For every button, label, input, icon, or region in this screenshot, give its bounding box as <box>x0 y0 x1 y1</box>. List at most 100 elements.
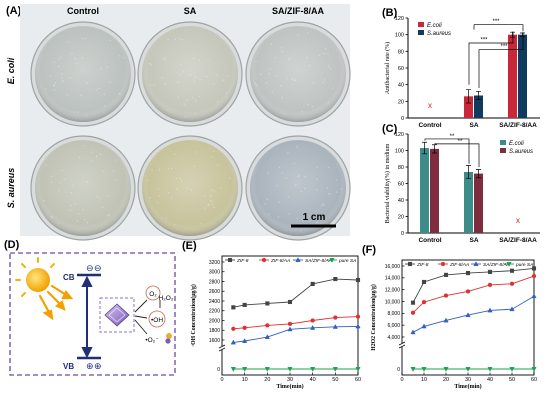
panel-a-letter: (A) <box>6 5 22 17</box>
x-tick-label: 40 <box>487 377 493 383</box>
significance-bracket <box>434 143 480 167</box>
data-point-zif-8-aa <box>355 314 361 319</box>
series-line-zif-8 <box>412 267 535 303</box>
y-tick-label: 80 <box>398 49 404 55</box>
plot-frame <box>221 255 359 376</box>
y-tick-label: 3000 <box>209 270 220 276</box>
significance-bracket <box>424 138 470 164</box>
bar-s-aureus-sa <box>474 95 483 118</box>
x-category-label: SA <box>469 237 478 244</box>
x-tick-label: 60 <box>531 377 537 383</box>
y-tick-label: 20 <box>398 99 404 105</box>
y-tick-label: 0 <box>401 116 404 122</box>
vb-hole-2: ⊕ <box>94 361 102 371</box>
data-point-pure-sa <box>443 367 449 372</box>
x-tick-label: 20 <box>264 377 270 383</box>
data-point-sa-zif-8-aa <box>531 293 537 299</box>
data-point-zif-8-aa <box>287 321 293 327</box>
y-tick-label: 16,000 <box>385 264 401 270</box>
y-tick-label: 60 <box>398 182 404 188</box>
y-tick-label: 2600 <box>209 289 220 295</box>
data-point-pure-sa <box>410 367 416 372</box>
significance-bracket <box>473 24 524 32</box>
data-point-zif-8 <box>509 268 515 273</box>
data-point-zif-8-aa <box>310 318 315 323</box>
petri-dish-s-aureus-sa <box>137 135 243 241</box>
significance-label: *** <box>492 19 500 25</box>
column-label-control: Control <box>67 6 99 16</box>
legend-label-s-aureus: S.aureus <box>509 149 533 155</box>
data-point-pure-sa <box>264 367 270 372</box>
bar-s-aureus-control <box>430 148 439 233</box>
significance-label: ** <box>450 134 455 140</box>
x-tick-label: 10 <box>242 377 248 383</box>
data-point-zif-8 <box>231 305 236 310</box>
x-tick-label: 30 <box>465 377 471 383</box>
data-point-zif-8-aa <box>410 310 416 315</box>
y-tick-label: 6,000 <box>387 323 400 329</box>
axis-break-mark <box>398 341 406 349</box>
species-o2: O₂ <box>149 291 157 298</box>
legend-marker-sa-zif-8-aa <box>295 257 301 262</box>
data-point-sa-zif-8-aa <box>230 339 236 345</box>
legend-label-s-aureus: S.aureus <box>427 31 451 37</box>
species-bubble-o2 <box>145 285 161 301</box>
y-axis-title: H2O2 Concentration(μg/g) <box>370 284 377 351</box>
axis-break-mark <box>218 344 226 352</box>
legend-marker-zif-8 <box>407 261 413 267</box>
panel-d-letter: (D) <box>4 239 20 251</box>
bacteria-icon <box>165 333 172 344</box>
significance-label: ** <box>458 139 463 145</box>
data-point-zif-8 <box>355 277 361 283</box>
legend-swatch-s-aureus <box>418 30 424 35</box>
x-axis-title: Time(min) <box>454 383 481 390</box>
series-line-sa-zif-8-aa <box>233 325 359 343</box>
data-point-zif-8 <box>421 279 427 285</box>
x-tick-label: 10 <box>421 377 427 383</box>
data-point-zif-8 <box>287 299 293 305</box>
legend-marker-zif-8-aa <box>440 261 446 267</box>
legend-marker-pure-sa <box>329 258 335 263</box>
y-tick-label: 14,000 <box>385 276 401 282</box>
legend-marker-sa-zif-8-aa <box>473 261 479 266</box>
zif8-crystal-icon <box>104 303 130 327</box>
column-label-sa-zif8-aa: SA/ZIF-8/AA <box>272 6 325 16</box>
y-tick-label: 100 <box>395 149 404 155</box>
y-tick-label: 120 <box>395 132 404 138</box>
x-tick-label: 60 <box>355 377 361 383</box>
y-tick-label: 1600 <box>209 338 220 344</box>
data-point-pure-sa <box>509 367 515 372</box>
species-bubble-oh <box>148 310 166 328</box>
series-line-zif-8 <box>233 278 359 308</box>
y-tick-label: 60 <box>398 66 404 72</box>
bar-e-coli-sa <box>464 171 473 233</box>
data-point-zif-8-aa <box>509 281 515 286</box>
missing-value-marker: x <box>428 101 432 110</box>
panel-e-letter: (E) <box>182 240 197 252</box>
y-tick-label: 2400 <box>209 299 220 305</box>
legend-label-pure-sa: pure SA <box>515 262 533 268</box>
y-tick-label: 2200 <box>209 309 220 315</box>
data-point-zif-8 <box>531 266 537 271</box>
x-tick-label: 50 <box>332 377 338 383</box>
data-point-pure-sa <box>287 367 293 372</box>
axis-break-gap <box>399 343 405 347</box>
y-tick-label: 100 <box>395 33 404 39</box>
cb-electron-1: ⊖ <box>86 263 94 273</box>
data-point-pure-sa <box>230 367 236 372</box>
petri-dish-s-aureus-sa-zif-8-aa <box>245 135 351 241</box>
scheme-frame <box>9 252 176 376</box>
error-bar <box>476 90 481 101</box>
legend-label-zif-8: ZIF-8 <box>236 258 249 264</box>
y-tick-label: 40 <box>398 198 404 204</box>
column-label-sa: SA <box>184 6 197 16</box>
error-bar <box>466 165 471 179</box>
species-h2o2: H₂O₂ <box>159 295 174 302</box>
data-point-pure-sa <box>332 367 338 372</box>
legend-label-zif-8-aa: ZIF-8/AA <box>270 258 290 264</box>
cb-electron-2: ⊖ <box>94 263 102 273</box>
sun-icon <box>15 257 55 297</box>
bar-s-aureus-sa-zif-8-aa <box>518 34 527 118</box>
data-point-zif-8-aa <box>421 299 427 305</box>
